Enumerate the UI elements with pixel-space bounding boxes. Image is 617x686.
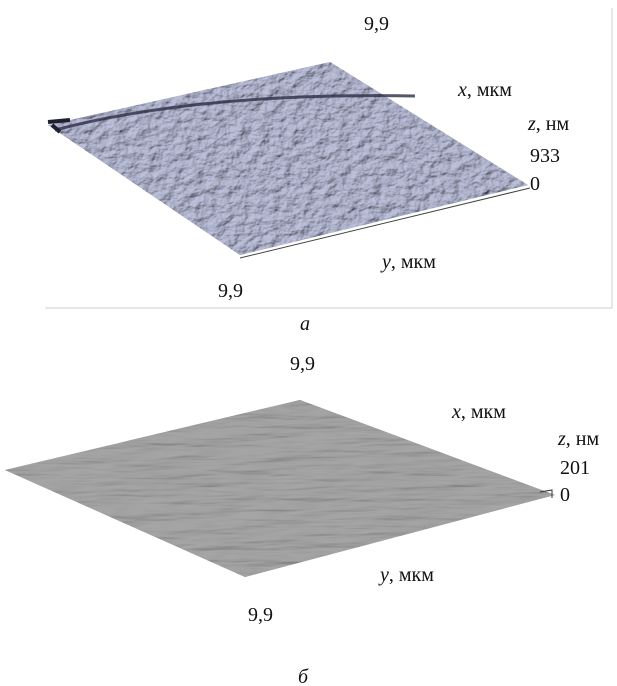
z-axis-label: z, нм [527,113,570,135]
panel-b: 9,9 x, мкм z, нм 201 0 y, мкм 9,9 б [5,353,600,686]
z-max: 201 [560,457,590,479]
z-min: 0 [530,173,540,195]
figure: 9,9 x, мкм z, нм 933 0 y, мкм 9,9 а 9,9 … [0,0,617,686]
panel-a: 9,9 x, мкм z, нм 933 0 y, мкм 9,9 а [45,8,612,335]
y-axis-label: y, мкм [380,251,436,273]
z-min: 0 [560,484,570,506]
x-axis-label: x, мкм [457,79,512,101]
y-max: 9,9 [248,604,273,626]
caption: а [300,313,310,335]
x-max: 9,9 [364,13,389,35]
surface-texture [5,400,555,577]
x-axis-label: x, мкм [451,401,506,423]
z-max: 933 [530,145,560,167]
y-max: 9,9 [218,280,243,302]
x-max: 9,9 [290,353,315,375]
y-axis-label: y, мкм [378,564,434,586]
caption: б [298,666,309,686]
surface-texture [48,62,528,255]
z-axis-label: z, нм [557,428,600,450]
